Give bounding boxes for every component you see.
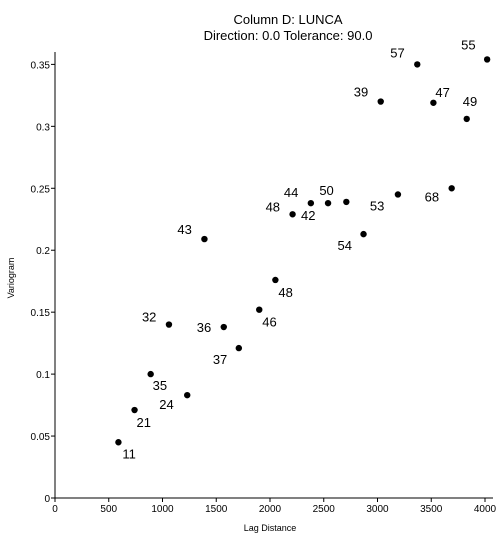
point-label: 48 [266, 199, 280, 214]
data-point [307, 199, 315, 207]
data-point [430, 99, 437, 106]
point-label: 48 [278, 285, 292, 300]
point-label: 32 [142, 310, 156, 325]
y-tick-label: 0.1 [36, 370, 50, 381]
point-label: 37 [213, 352, 227, 367]
point-label: 35 [153, 378, 167, 393]
x-tick-label: 2500 [313, 504, 336, 515]
x-tick-label: 4000 [474, 504, 497, 515]
data-point [165, 321, 173, 328]
data-points [115, 56, 491, 446]
y-tick-label: 0 [44, 494, 50, 505]
y-tick-label: 0.3 [36, 122, 50, 133]
chart-title: Column D: LUNCA [233, 12, 342, 27]
chart-subtitle: Direction: 0.0 Tolerance: 90.0 [204, 28, 373, 43]
x-tick-label: 3500 [420, 504, 443, 515]
point-label: 24 [159, 397, 173, 412]
data-point [324, 199, 332, 207]
point-label: 11 [122, 446, 136, 461]
data-point [272, 276, 279, 284]
axes [54, 52, 493, 499]
x-tick-label: 1500 [205, 504, 228, 515]
x-axis-ticks: 0 500 1000 1500 2000 2500 3000 3500 4000 [52, 498, 497, 515]
data-point [343, 198, 350, 206]
point-label: 36 [197, 320, 211, 335]
point-label: 44 [284, 185, 298, 200]
data-point [463, 115, 470, 123]
point-label: 68 [425, 189, 439, 204]
x-tick-label: 0 [52, 504, 58, 515]
data-point [184, 391, 191, 399]
data-point [115, 439, 122, 446]
point-label: 57 [390, 45, 404, 60]
y-tick-label: 0.2 [36, 246, 50, 257]
data-point [377, 98, 384, 105]
point-label: 42 [301, 208, 315, 223]
data-point [256, 306, 263, 313]
y-tick-label: 0.05 [31, 432, 51, 443]
data-point [483, 56, 491, 63]
x-tick-label: 1000 [151, 504, 174, 515]
x-tick-label: 3000 [366, 504, 389, 515]
y-tick-label: 0.35 [31, 60, 51, 71]
point-label: 53 [370, 198, 384, 213]
y-tick-label: 0.15 [31, 308, 51, 319]
data-point [201, 235, 208, 243]
point-label: 21 [137, 415, 151, 430]
x-tick-label: 500 [100, 504, 117, 515]
data-point [448, 185, 455, 192]
point-labels: 1121353224433637464848444250543953574768… [122, 37, 477, 461]
data-point [394, 191, 402, 198]
data-point [147, 370, 154, 378]
point-label: 50 [319, 183, 333, 198]
point-label: 54 [338, 238, 352, 253]
y-axis-label: Variogram [6, 258, 16, 299]
point-label: 55 [461, 37, 475, 52]
data-point [220, 323, 227, 331]
point-label: 43 [177, 222, 191, 237]
data-point [414, 61, 421, 68]
y-tick-label: 0.25 [31, 184, 51, 195]
x-axis-label: Lag Distance [244, 523, 297, 533]
data-point [360, 230, 367, 238]
data-point [235, 344, 243, 352]
point-label: 49 [463, 94, 477, 109]
y-axis-ticks: 0 0.05 0.1 0.15 0.2 0.25 0.3 0.35 [31, 60, 55, 505]
point-label: 47 [435, 85, 449, 100]
point-label: 39 [354, 85, 368, 100]
point-label: 46 [262, 315, 276, 330]
x-tick-label: 2000 [259, 504, 282, 515]
data-point [289, 211, 296, 218]
data-point [131, 406, 138, 414]
